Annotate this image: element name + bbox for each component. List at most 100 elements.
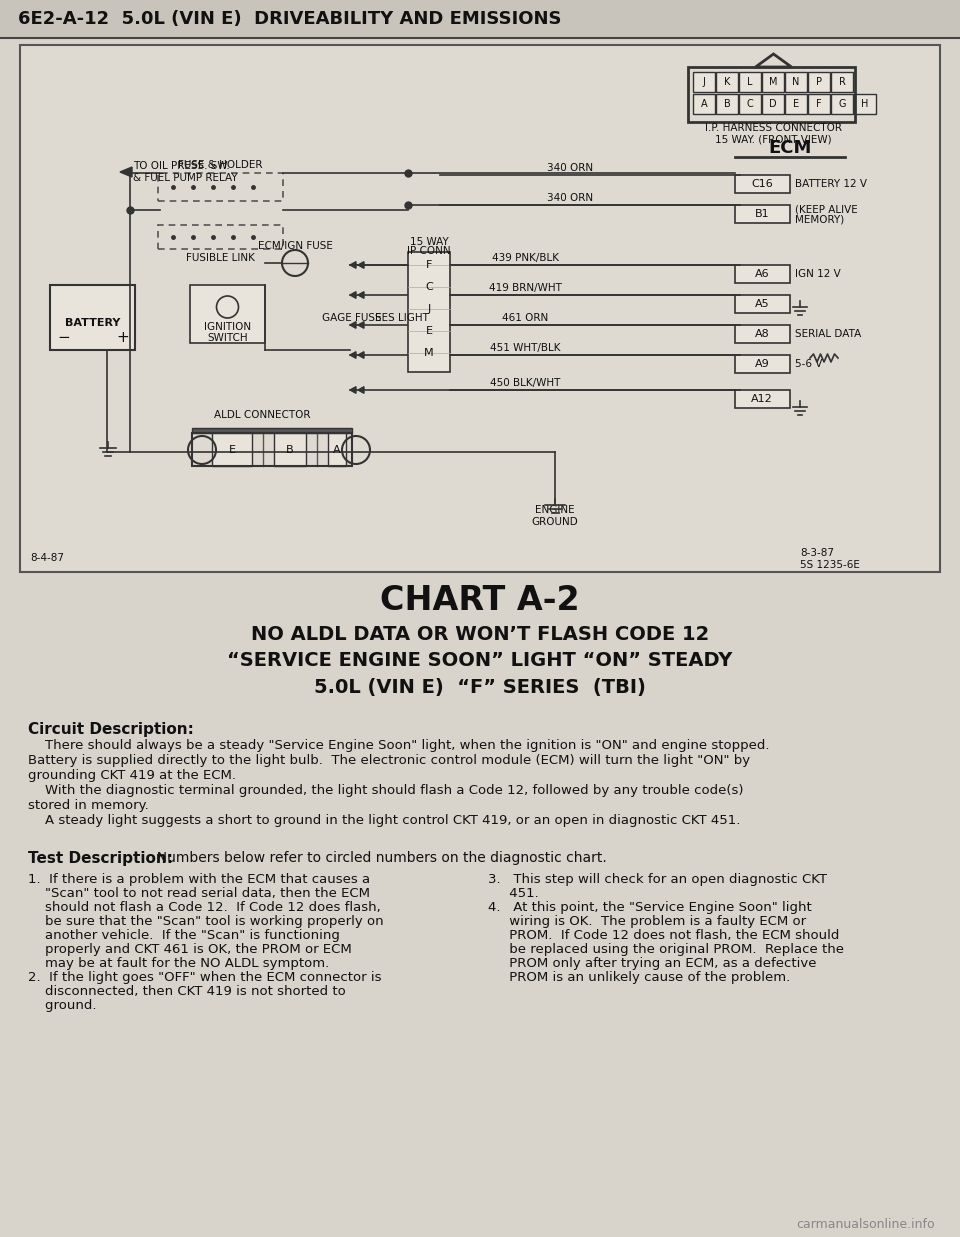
Bar [190,285,265,343]
Text: PROM.  If Code 12 does not flash, the ECM should: PROM. If Code 12 does not flash, the ECM… [488,929,839,943]
Text: 4.   At this point, the "Service Engine Soon" light: 4. At this point, the "Service Engine So… [488,901,812,914]
Text: should not flash a Code 12.  If Code 12 does flash,: should not flash a Code 12. If Code 12 d… [28,901,381,914]
Text: FUSE & HOLDER: FUSE & HOLDER [179,160,263,169]
Text: 340 ORN: 340 ORN [547,163,593,173]
Text: may be at fault for the NO ALDL symptom.: may be at fault for the NO ALDL symptom. [28,957,329,970]
Bar [739,94,761,114]
Text: A6: A6 [755,268,769,280]
Polygon shape [350,351,356,359]
Bar [785,72,807,92]
Polygon shape [350,322,356,328]
Text: disconnected, then CKT 419 is not shorted to: disconnected, then CKT 419 is not shorte… [28,985,346,998]
Bar [735,325,790,343]
Bar [50,285,135,350]
Polygon shape [358,387,364,393]
Text: C: C [425,282,433,292]
Bar [831,72,853,92]
Polygon shape [358,322,364,328]
Text: N: N [792,77,800,87]
Text: be replaced using the original PROM.  Replace the: be replaced using the original PROM. Rep… [488,943,844,956]
Text: FUSIBLE LINK: FUSIBLE LINK [186,254,255,263]
Text: B: B [724,99,731,109]
Text: I.P. HARNESS CONNECTOR: I.P. HARNESS CONNECTOR [705,122,842,134]
Text: A8: A8 [755,329,769,339]
Bar [408,252,450,372]
Text: wiring is OK.  The problem is a faulty ECM or: wiring is OK. The problem is a faulty EC… [488,915,806,928]
Text: ALDL CONNECTOR: ALDL CONNECTOR [214,409,310,421]
Text: R: R [839,77,846,87]
Text: A: A [701,99,708,109]
Bar [158,225,283,249]
Text: L: L [747,77,753,87]
Bar [274,433,306,466]
Text: 5-6 V: 5-6 V [795,359,823,369]
Text: PROM is an unlikely cause of the problem.: PROM is an unlikely cause of the problem… [488,971,790,983]
Text: 3.   This step will check for an open diagnostic CKT: 3. This step will check for an open diag… [488,873,827,886]
Bar [735,294,790,313]
Text: 1.  If there is a problem with the ECM that causes a: 1. If there is a problem with the ECM th… [28,873,371,886]
Text: With the diagnostic terminal grounded, the light should flash a Code 12, followe: With the diagnostic terminal grounded, t… [28,784,743,797]
Text: 439 PNK/BLK: 439 PNK/BLK [492,254,559,263]
Bar [716,72,738,92]
Text: 340 ORN: 340 ORN [547,193,593,203]
Text: Battery is supplied directly to the light bulb.  The electronic control module (: Battery is supplied directly to the ligh… [28,755,750,767]
Text: G: G [838,99,846,109]
Bar [192,428,352,433]
Text: 419 BRN/WHT: 419 BRN/WHT [489,283,562,293]
Bar [693,94,715,114]
Text: MEMORY): MEMORY) [795,215,844,225]
Text: B: B [286,445,294,455]
Text: D: D [769,99,777,109]
Text: 15 WAY. (FRONT VIEW): 15 WAY. (FRONT VIEW) [715,134,831,143]
Bar [735,174,790,193]
Text: 8-4-87: 8-4-87 [30,553,64,563]
Text: (KEEP ALIVE: (KEEP ALIVE [795,204,857,214]
Text: M: M [424,348,434,357]
Text: 461 ORN: 461 ORN [502,313,548,323]
Text: 6E2-A-12  5.0L (VIN E)  DRIVEABILITY AND EMISSIONS: 6E2-A-12 5.0L (VIN E) DRIVEABILITY AND E… [18,10,562,28]
Text: SERIAL DATA: SERIAL DATA [795,329,861,339]
Text: −: − [58,330,70,345]
Bar [158,173,283,200]
Text: stored in memory.: stored in memory. [28,799,149,811]
Text: carmanualsonline.info: carmanualsonline.info [797,1218,935,1232]
Bar [212,433,252,466]
Text: IGN 12 V: IGN 12 V [795,268,841,280]
Text: 450 BLK/WHT: 450 BLK/WHT [490,379,561,388]
Bar [785,94,807,114]
Text: IGNITION: IGNITION [204,322,252,332]
Bar [20,45,940,571]
Bar [735,265,790,283]
Polygon shape [358,292,364,298]
Text: CHART A-2: CHART A-2 [380,584,580,616]
Text: K: K [724,77,731,87]
Text: A12: A12 [751,395,773,404]
Text: grounding CKT 419 at the ECM.: grounding CKT 419 at the ECM. [28,769,236,782]
Text: E: E [793,99,799,109]
Text: Circuit Description:: Circuit Description: [28,722,194,737]
Text: properly and CKT 461 is OK, the PROM or ECM: properly and CKT 461 is OK, the PROM or … [28,943,351,956]
Text: B1: B1 [755,209,769,219]
Text: ENGINE: ENGINE [535,505,575,515]
Text: H: H [861,99,869,109]
Text: 15 WAY: 15 WAY [410,238,448,247]
Text: P: P [816,77,822,87]
Text: ECM/IGN FUSE: ECM/IGN FUSE [257,241,332,251]
Bar [762,94,784,114]
Text: E: E [425,327,433,336]
Text: C16: C16 [751,179,773,189]
Bar [735,390,790,408]
Text: E: E [228,445,235,455]
Text: NO ALDL DATA OR WON’T FLASH CODE 12: NO ALDL DATA OR WON’T FLASH CODE 12 [251,626,709,644]
Text: A5: A5 [755,299,769,309]
Text: M: M [769,77,778,87]
Polygon shape [358,351,364,359]
Text: & FUEL PUMP RELAY: & FUEL PUMP RELAY [133,173,238,183]
Text: BATTERY 12 V: BATTERY 12 V [795,179,867,189]
Bar [0,0,960,38]
Text: F: F [816,99,822,109]
Text: be sure that the "Scan" tool is working properly on: be sure that the "Scan" tool is working … [28,915,384,928]
Bar [735,205,790,223]
Text: F: F [426,260,432,270]
Polygon shape [350,262,356,268]
